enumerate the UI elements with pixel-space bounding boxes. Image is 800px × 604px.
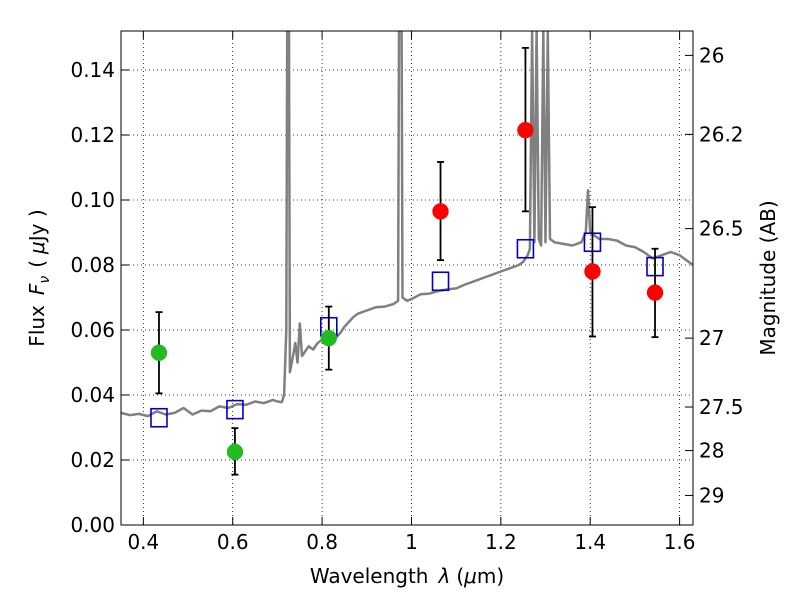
x-tick-label: 1.4 bbox=[574, 530, 606, 554]
data-layer bbox=[121, 31, 693, 418]
x-tick-label: 1.6 bbox=[664, 530, 696, 554]
y-tick-label: 0.14 bbox=[70, 58, 115, 82]
plot-frame bbox=[120, 30, 694, 526]
spectrum-line bbox=[121, 31, 693, 418]
observed-point bbox=[517, 121, 534, 139]
y-tick-label: 0.12 bbox=[70, 123, 115, 147]
x-tick-label: 0.8 bbox=[306, 530, 338, 554]
y-tick-label: 0.00 bbox=[70, 513, 115, 537]
observed-point bbox=[584, 263, 601, 280]
y-tick-label: 0.08 bbox=[70, 253, 115, 277]
y-tick-label: 0.04 bbox=[70, 383, 115, 407]
y2-tick-label: 27.5 bbox=[699, 395, 744, 419]
x-tick-label: 1 bbox=[405, 530, 418, 554]
x-tick-label: 0.4 bbox=[127, 530, 159, 554]
y2-tick-label: 26.5 bbox=[699, 217, 744, 241]
model-photometry-point bbox=[516, 238, 535, 259]
observed-point bbox=[432, 203, 449, 220]
y-tick-label: 0.10 bbox=[70, 188, 115, 212]
y-tick-label: 0.06 bbox=[70, 318, 115, 342]
model-photometry-point bbox=[226, 399, 244, 420]
observed-point bbox=[226, 443, 244, 461]
y2-tick-label: 27 bbox=[699, 326, 724, 350]
observed-point bbox=[646, 284, 664, 301]
y2-tick-label: 28 bbox=[699, 439, 724, 463]
y2-tick-label: 29 bbox=[699, 483, 724, 507]
marker-layer bbox=[150, 47, 664, 476]
tick-layer: 0.4 0.6 0.8 1 1.2 1.4 1.6 0.00 0.02 0.04 0.06 0.08 0… bbox=[70, 31, 744, 554]
x-tick-label: 0.6 bbox=[217, 530, 249, 554]
y2-axis-label: Magnitude (AB) bbox=[756, 200, 780, 355]
observed-point bbox=[320, 329, 338, 347]
y2-tick-label: 26.2 bbox=[699, 122, 744, 146]
observed-point bbox=[150, 344, 168, 361]
y2-tick-label: 26 bbox=[699, 43, 724, 67]
y-axis-label: FluxFν(μJy ) bbox=[25, 209, 53, 346]
x-tick-label: 1.2 bbox=[485, 530, 517, 554]
x-axis-label: Wavelength λ (μm) bbox=[310, 564, 504, 588]
model-photometry-point bbox=[150, 407, 168, 428]
model-photometry-point bbox=[431, 271, 450, 292]
y-tick-label: 0.02 bbox=[70, 448, 115, 472]
